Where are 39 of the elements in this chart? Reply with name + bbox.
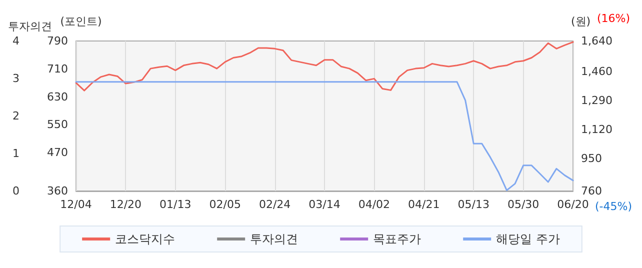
y-tick-label: 470 — [47, 146, 68, 160]
y3-tick-label: 4 — [12, 34, 20, 48]
y-tick-label: 550 — [47, 118, 68, 132]
y2-tick-label: 950 — [581, 152, 602, 166]
x-tick-label: 12/04 — [60, 198, 92, 211]
x-tick-label: 05/30 — [507, 198, 540, 211]
y3-tick-label: 2 — [12, 110, 20, 122]
y2-tick-label: 1,640 — [581, 34, 612, 48]
x-tick-label: 03/14 — [308, 198, 340, 211]
y3-tick-label: 0 — [12, 184, 20, 198]
y2-axis-title: (원) — [571, 15, 591, 28]
x-tick-label: 04/02 — [358, 198, 390, 211]
y3-tick-label: 3 — [12, 72, 20, 85]
legend-label: 투자의견 — [250, 232, 298, 246]
y-tick-label: 710 — [47, 62, 68, 76]
legend-label: 목표주가 — [373, 232, 422, 246]
text: (-45%) — [595, 200, 632, 213]
legend-label: 코스닥지수 — [115, 232, 176, 246]
y-tick-label: 630 — [47, 90, 68, 104]
y2-tick-label: 1,460 — [581, 65, 612, 78]
x-tick-label: 02/05 — [209, 198, 241, 211]
y-axis-title: (포인트) — [60, 15, 102, 28]
line-series — [75, 81, 574, 192]
x-tick-label: 05/13 — [458, 198, 490, 211]
y2-tick-label: 760 — [581, 184, 602, 198]
y-tick-label: 790 — [47, 34, 68, 48]
x-tick-label: 06/20 — [557, 198, 589, 211]
legend-label: 해당일 주가 — [496, 232, 560, 246]
y3-axis-title: 투자의견 — [8, 20, 52, 33]
x-tick-label: 04/21 — [408, 198, 440, 211]
line-series — [75, 41, 574, 92]
text: (16%) — [596, 12, 630, 25]
x-tick-label: 12/20 — [110, 198, 142, 211]
y2-tick-label: 1,120 — [581, 123, 612, 136]
y3-tick-label: 1 — [12, 147, 20, 160]
y-tick-label: 360 — [47, 184, 68, 198]
x-tick-label: 02/24 — [258, 198, 291, 211]
x-tick-label: 01/13 — [160, 198, 192, 211]
y2-tick-label: 1,290 — [581, 94, 612, 108]
